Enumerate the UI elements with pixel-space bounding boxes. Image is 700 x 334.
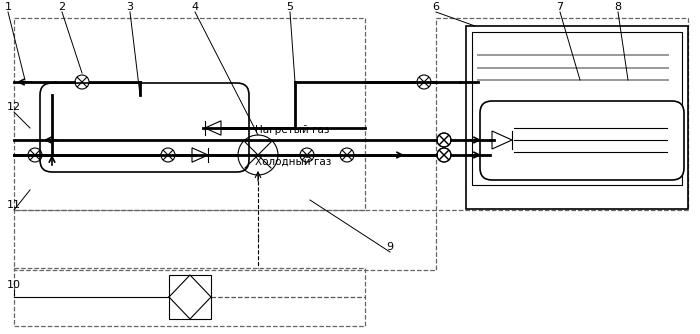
Bar (14, 210, 436, 270)
Bar (466, 26, 688, 209)
Text: 9: 9 (386, 242, 393, 252)
FancyBboxPatch shape (40, 83, 249, 172)
Text: 1: 1 (4, 2, 11, 12)
Text: 7: 7 (556, 2, 564, 12)
Bar (14, 18, 365, 210)
Text: 11: 11 (7, 200, 21, 210)
Text: Нагретый газ: Нагретый газ (255, 125, 330, 135)
Text: 6: 6 (433, 2, 440, 12)
Text: 12: 12 (7, 102, 21, 112)
Text: 8: 8 (615, 2, 622, 12)
Text: 4: 4 (191, 2, 199, 12)
Bar (14, 268, 365, 326)
Bar (169, 275, 211, 319)
Text: Холодный газ: Холодный газ (255, 157, 331, 167)
FancyBboxPatch shape (480, 101, 684, 180)
Text: 3: 3 (127, 2, 134, 12)
Bar (472, 32, 682, 185)
Text: 5: 5 (286, 2, 293, 12)
Text: 2: 2 (58, 2, 66, 12)
Bar (436, 18, 688, 210)
Text: 10: 10 (7, 280, 21, 290)
